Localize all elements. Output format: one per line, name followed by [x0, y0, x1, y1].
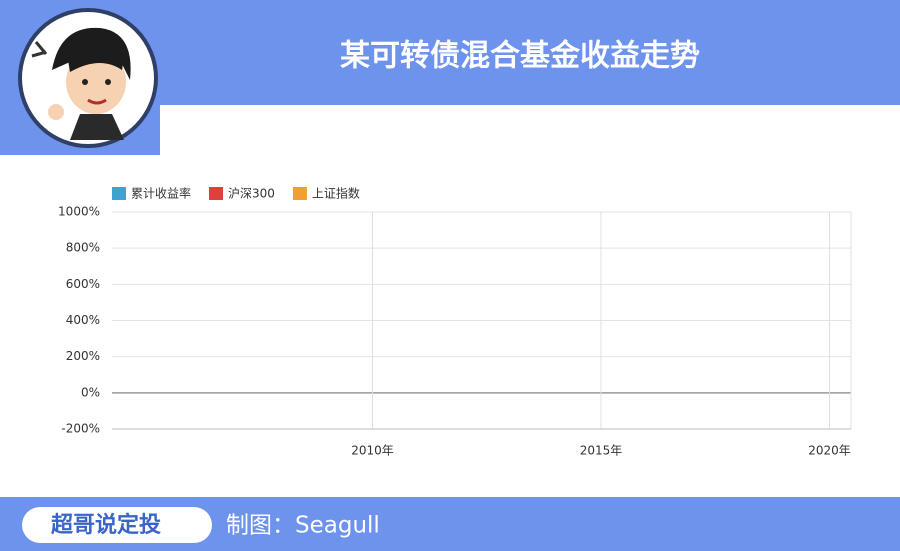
- brand: 超哥说定投: [51, 512, 161, 538]
- avatar: [18, 8, 158, 148]
- x-tick-label: 2020年: [808, 444, 851, 458]
- brand-pill: [22, 507, 212, 543]
- legend-swatch: [292, 187, 307, 200]
- avatar-suit: [70, 114, 124, 140]
- legend-swatch: [112, 187, 126, 200]
- avatar-doodle: [31, 41, 48, 58]
- page-title: 某可转债混合基金收益走势: [340, 39, 700, 74]
- y-tick-label: 1000%: [58, 205, 100, 219]
- y-tick-label: 800%: [66, 241, 100, 255]
- y-tick-label: 600%: [66, 277, 100, 291]
- avatar-fringe: [68, 49, 124, 72]
- credit: 制图：Seagull: [226, 513, 380, 539]
- legend-swatch: [209, 187, 224, 200]
- legend-label: 沪深300: [228, 187, 275, 201]
- chart: -200% 0% 200% 400% 600% 800% 1000% 2010年 2015年 20…: [58, 186, 852, 458]
- y-tick-label: 200%: [66, 349, 100, 363]
- legend-label: 累计收益率: [131, 186, 191, 201]
- avatar-mouth: [87, 98, 107, 105]
- x-tick-label: 2015年: [580, 444, 623, 458]
- y-tick-label: -200%: [61, 422, 100, 436]
- legend-label: 上证指数: [312, 186, 360, 201]
- x-tick-label: 2010年: [351, 444, 394, 458]
- avatar-eye: [105, 79, 111, 85]
- avatar-eye: [82, 79, 88, 85]
- y-tick-label: 0%: [81, 385, 100, 399]
- y-tick-label: 400%: [66, 313, 100, 327]
- avatar-hand: [48, 104, 64, 120]
